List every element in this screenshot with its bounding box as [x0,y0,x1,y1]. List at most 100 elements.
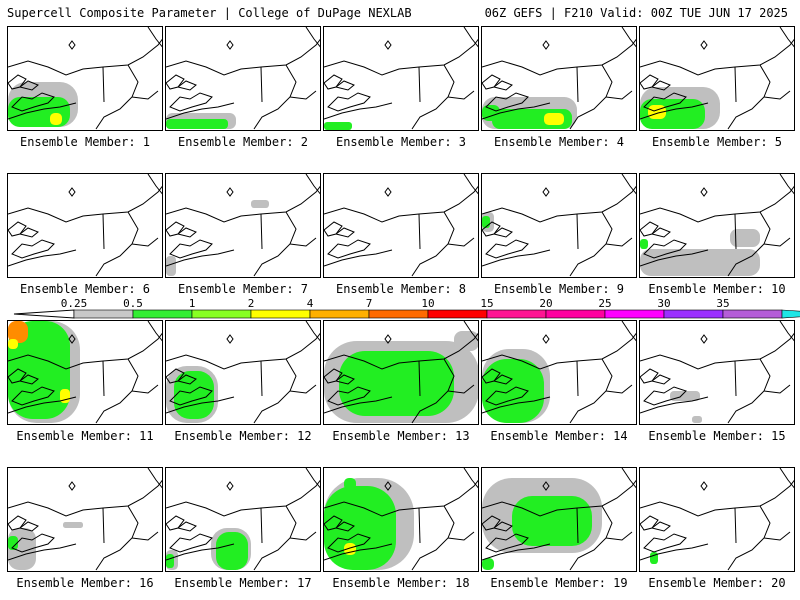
ensemble-map-panel [323,467,479,572]
scp-contour-fill [339,351,454,416]
coastline-border [763,90,791,100]
coastline-border [727,211,771,277]
coastline-border [734,360,737,397]
coastline-border [8,185,162,223]
colorbar-segment [73,309,134,319]
coastline-border [95,211,139,277]
coastline-border [289,531,317,541]
station-marker-icon [700,40,708,50]
ensemble-map-panel [323,173,479,278]
coastline-border [482,221,501,237]
ensemble-map-panel [7,467,163,572]
coastline-border [11,92,55,112]
station-marker-icon [226,40,234,50]
coastline-border [166,396,235,414]
map-canvas [640,468,794,571]
scp-contour-fill [166,119,228,129]
coastline-border [576,360,579,397]
scp-contour-fill [324,486,396,570]
coastline-border [727,358,771,424]
coastline-border [621,27,636,48]
colorbar-tick-label: 25 [598,297,611,310]
map-canvas [8,174,162,277]
coastline-border [763,237,791,247]
coastline-border [411,505,455,571]
station-marker-icon [542,187,550,197]
ensemble-map-panel [323,320,479,425]
coastline-border [8,332,162,370]
ensemble-map-panel [7,26,163,131]
coastline-border [482,38,636,76]
scp-contour-fill [166,554,174,568]
coastline-border [260,507,263,544]
coastline-border [485,239,529,259]
station-marker-icon [68,481,76,491]
map-canvas [324,468,478,571]
coastline-border [147,27,162,48]
colorbar-tick-label: 0.25 [61,297,88,310]
coastline-border [569,211,613,277]
coastline-border [643,92,687,112]
map-canvas [166,468,320,571]
coastline-border [324,185,478,223]
station-marker-icon [384,187,392,197]
coastline-border [640,74,659,90]
coastline-border [147,321,162,342]
map-canvas [482,174,636,277]
coastline-border [305,321,320,342]
coastline-border [485,533,529,553]
station-marker-icon [226,334,234,344]
coastline-border [18,227,39,238]
coastline-border [305,27,320,48]
coastline-border [576,507,579,544]
coastline-border [482,74,501,90]
coastline-border [95,505,139,571]
colorbar-segment [250,309,311,319]
coastline-border [18,521,39,532]
coastline-border [334,80,355,91]
scp-contour-fill [544,113,564,125]
colorbar-tick-label: 0.5 [123,297,143,310]
coastline-border [11,533,55,553]
station-marker-icon [384,481,392,491]
ensemble-member-label: Ensemble Member: 2 [177,135,309,149]
coastline-border [169,92,213,112]
coastline-border [289,384,317,394]
coastline-border [102,66,105,103]
coastline-border [605,384,633,394]
coastline-border [779,174,794,195]
coastline-border [485,386,529,406]
colorbar-tick-label: 4 [307,297,314,310]
coastline-border [324,74,343,90]
coastline-border [463,27,478,48]
coastline-border [605,531,633,541]
ensemble-member-label: Ensemble Member: 12 [174,429,312,443]
station-marker-icon [542,334,550,344]
station-marker-icon [384,334,392,344]
coastline-border [447,90,475,100]
coastline-border [640,249,709,267]
colorbar-tick-label: 1 [189,297,196,310]
coastline-border [734,66,737,103]
coastline-border [763,384,791,394]
coastline-border [324,396,393,414]
coastline-border [727,505,771,571]
colorbar-segment [722,309,783,319]
coastline-border [253,358,297,424]
map-canvas [8,468,162,571]
ensemble-member-label: Ensemble Member: 16 [16,576,154,590]
ensemble-member-label: Ensemble Member: 3 [335,135,467,149]
coastline-border [492,227,513,238]
coastline-border [605,90,633,100]
ensemble-member-label: Ensemble Member: 5 [651,135,783,149]
map-canvas [324,27,478,130]
ensemble-member-label: Ensemble Member: 19 [490,576,628,590]
coastline-border [650,374,671,385]
coastline-border [734,507,737,544]
coastline-border [95,358,139,424]
colorbar-tick-label: 30 [657,297,670,310]
coastline-border [334,521,355,532]
coastline-border [763,531,791,541]
coastline-border [18,80,39,91]
coastline-border [482,332,636,370]
